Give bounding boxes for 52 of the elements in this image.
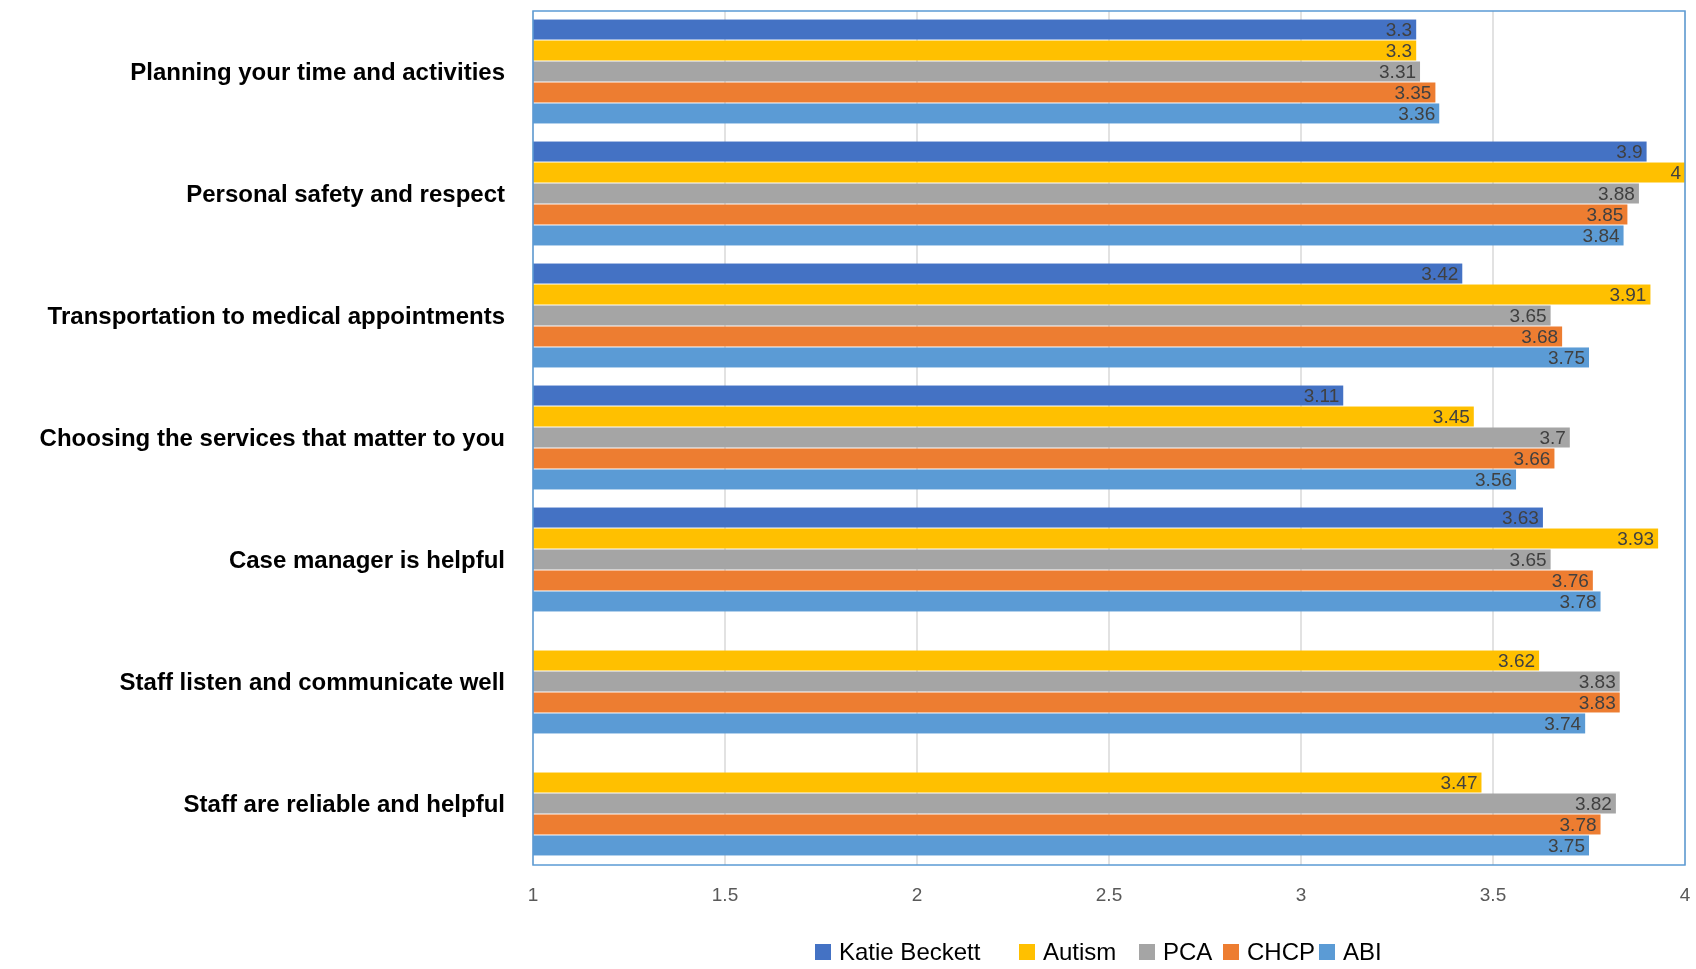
y-tick-label: Staff listen and communicate well [119, 668, 505, 696]
data-label: 3.35 [1394, 82, 1432, 104]
data-label: 3.83 [1578, 692, 1616, 714]
data-label: 3.91 [1609, 284, 1647, 306]
data-label: 3.93 [1617, 528, 1655, 550]
data-label: 3.75 [1548, 347, 1585, 369]
data-label: 3.56 [1475, 469, 1513, 491]
data-label: 3.66 [1513, 448, 1551, 470]
x-tick-label: 3.5 [1479, 884, 1507, 905]
data-label: 3.36 [1398, 103, 1436, 125]
data-label: 3.45 [1432, 406, 1470, 428]
y-tick-label: Personal safety and respect [186, 180, 505, 208]
data-label: 3.3 [1385, 40, 1413, 62]
x-tick-label: 4 [1679, 884, 1691, 905]
y-tick-label: Case manager is helpful [228, 546, 505, 574]
x-tick-label: 2.5 [1095, 884, 1123, 905]
x-tick-label: 1 [527, 884, 539, 905]
data-label: 3.62 [1498, 650, 1536, 672]
data-label: 3.78 [1559, 591, 1597, 613]
data-label: 3.83 [1578, 671, 1616, 693]
y-tick-label: Transportation to medical appointments [47, 302, 505, 330]
data-label: 3.65 [1509, 549, 1547, 571]
data-label: 3.75 [1548, 835, 1585, 857]
legend-label: Autism [1043, 938, 1117, 966]
data-label: 4 [1670, 162, 1682, 184]
y-tick-label: Planning your time and activities [130, 58, 505, 86]
x-tick-label: 3 [1295, 884, 1307, 905]
data-label: 3.68 [1521, 326, 1559, 348]
y-tick-label: Choosing the services that matter to you [39, 424, 505, 452]
data-label: 3.84 [1582, 225, 1620, 247]
data-label: 3.7 [1539, 427, 1566, 449]
legend-label: Katie Beckett [839, 938, 981, 966]
legend-label: ABI [1343, 938, 1382, 966]
data-label: 3.78 [1559, 814, 1597, 836]
legend-label: PCA [1163, 938, 1213, 966]
x-tick-label: 2 [911, 884, 923, 905]
x-tick-label: 1.5 [711, 884, 739, 905]
data-label: 3.76 [1551, 570, 1589, 592]
data-label: 3.88 [1597, 183, 1635, 205]
data-label: 3.31 [1379, 61, 1417, 83]
legend-label: CHCP [1247, 938, 1316, 966]
data-label: 3.3 [1385, 19, 1413, 41]
y-tick-label: Staff are reliable and helpful [183, 790, 505, 818]
data-label: 3.85 [1586, 204, 1624, 226]
data-label: 3.74 [1544, 713, 1582, 735]
data-label: 3.11 [1303, 385, 1340, 407]
data-label: 3.82 [1574, 793, 1612, 815]
data-label: 3.47 [1440, 772, 1478, 794]
data-label: 3.63 [1501, 507, 1539, 529]
data-label: 3.42 [1421, 263, 1459, 285]
data-label: 3.9 [1616, 141, 1643, 163]
data-label: 3.65 [1509, 305, 1547, 327]
